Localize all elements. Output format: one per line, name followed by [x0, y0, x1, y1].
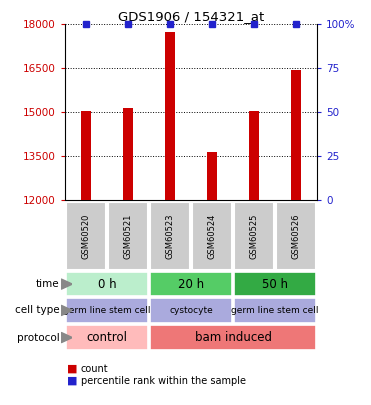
Bar	[291, 70, 301, 200]
Text: germ line stem cell: germ line stem cell	[63, 306, 151, 315]
Bar	[276, 202, 316, 270]
Text: ■: ■	[67, 376, 77, 386]
Bar	[192, 202, 232, 270]
Text: germ line stem cell: germ line stem cell	[232, 306, 319, 315]
Text: bam induced: bam induced	[195, 331, 272, 344]
Text: 50 h: 50 h	[262, 277, 288, 291]
Title: GDS1906 / 154321_at: GDS1906 / 154321_at	[118, 10, 264, 23]
Bar	[234, 298, 316, 323]
Bar	[108, 202, 148, 270]
Text: protocol: protocol	[17, 333, 59, 343]
Text: 0 h: 0 h	[98, 277, 116, 291]
Polygon shape	[61, 305, 72, 315]
Bar	[249, 111, 259, 200]
Text: percentile rank within the sample: percentile rank within the sample	[81, 376, 246, 386]
Bar	[150, 273, 232, 296]
Text: control: control	[86, 331, 128, 344]
Bar	[66, 325, 148, 350]
Text: cell type: cell type	[15, 305, 59, 315]
Bar	[66, 298, 148, 323]
Bar	[165, 32, 175, 200]
Text: cystocyte: cystocyte	[169, 306, 213, 315]
Text: 20 h: 20 h	[178, 277, 204, 291]
Text: ■: ■	[67, 364, 77, 373]
Bar	[150, 325, 316, 350]
Text: GSM60525: GSM60525	[250, 213, 259, 259]
Bar	[150, 298, 232, 323]
Text: GSM60523: GSM60523	[165, 213, 174, 259]
Polygon shape	[61, 279, 72, 289]
Bar	[81, 111, 91, 200]
Bar	[66, 273, 148, 296]
Text: count: count	[81, 364, 108, 373]
Bar	[66, 202, 106, 270]
Bar	[150, 202, 190, 270]
Bar	[123, 108, 133, 200]
Polygon shape	[61, 333, 72, 343]
Text: GSM60521: GSM60521	[124, 213, 132, 259]
Text: GSM60526: GSM60526	[292, 213, 301, 259]
Bar	[234, 273, 316, 296]
Bar	[207, 152, 217, 200]
Text: GSM60520: GSM60520	[82, 213, 91, 259]
Bar	[234, 202, 274, 270]
Text: time: time	[36, 279, 59, 289]
Text: GSM60524: GSM60524	[208, 213, 217, 259]
